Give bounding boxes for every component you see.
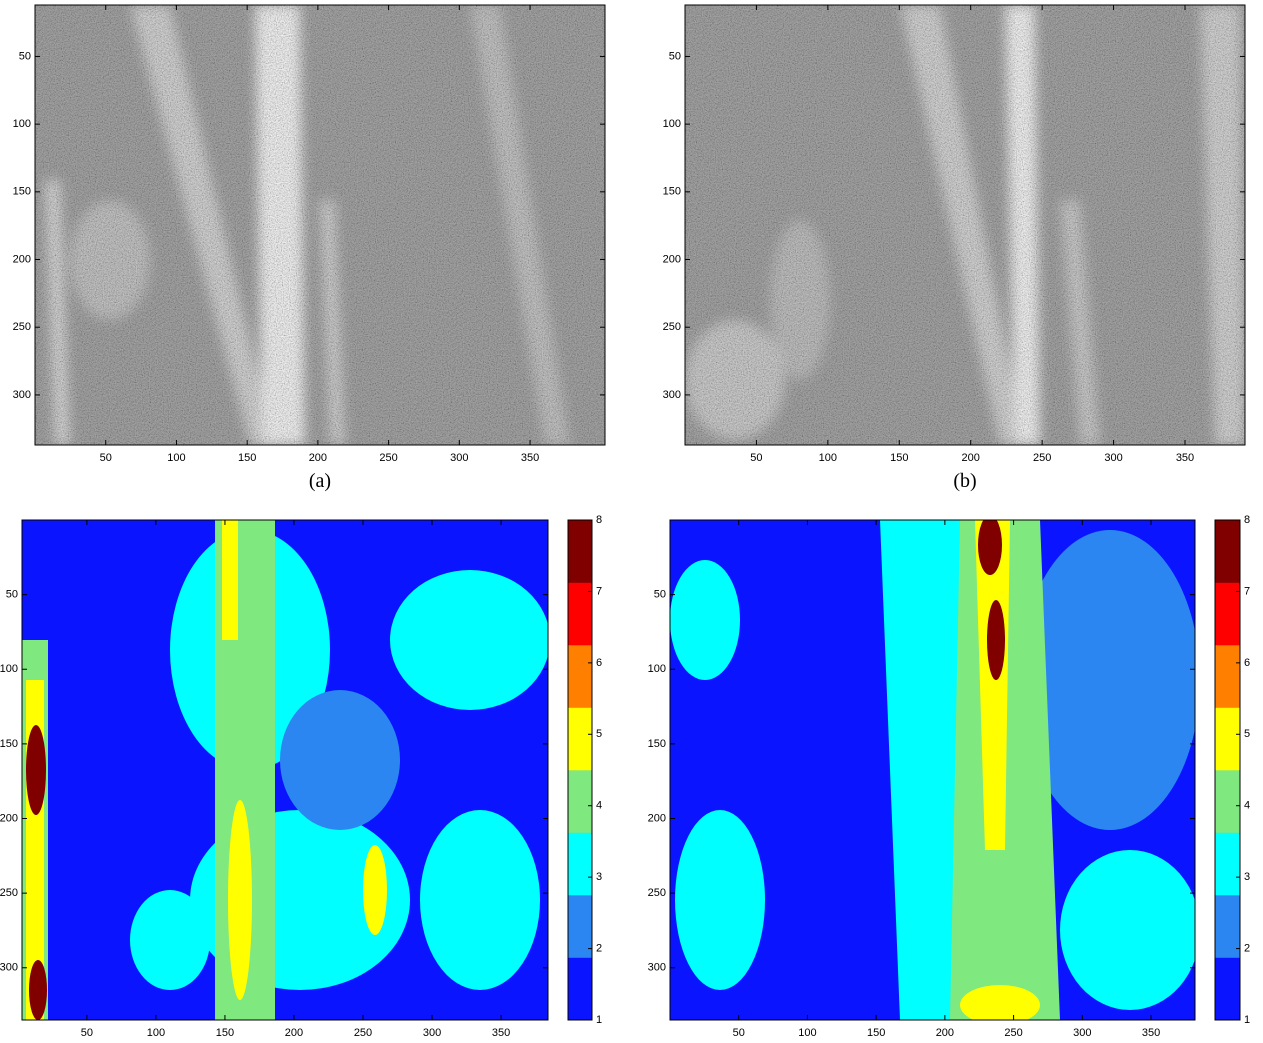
y-tick-label: 200 [0,812,18,824]
colorbar-swatch [1215,645,1240,708]
colorbar-swatch [568,707,592,771]
plot-frame [34,4,606,446]
y-tick-label: 150 [663,186,681,198]
x-tick-label: 200 [285,1027,303,1039]
y-tick-label: 200 [13,253,31,265]
y-tick-label: 100 [663,118,681,130]
colorbar-tick-label: 4 [596,800,602,812]
x-tick-label: 100 [798,1027,816,1039]
colorbar-tick-label: 4 [1244,800,1250,812]
colorbar-swatch [568,957,592,1021]
colorbar-swatch [568,520,592,583]
x-tick-label: 200 [309,452,327,464]
y-tick-label: 250 [663,321,681,333]
x-tick-label: 350 [521,452,539,464]
colorbar-frame [567,519,593,1021]
x-tick-label: 200 [936,1027,954,1039]
colorbar-swatch [1215,582,1240,646]
colorbar-tick-label: 6 [596,657,602,669]
x-tick-label: 300 [1073,1027,1091,1039]
y-tick-label: 200 [648,812,666,824]
x-tick-label: 50 [81,1027,93,1039]
y-tick-label: 150 [648,738,666,750]
panel-caption: (b) [953,470,976,492]
colorbar-swatch [1215,832,1240,896]
y-tick-label: 150 [13,186,31,198]
x-tick-label: 50 [100,452,112,464]
colorbar-swatch [1215,707,1240,771]
colorbar-tick-label: 7 [596,585,602,597]
colorbar-swatch [568,645,592,708]
x-tick-label: 100 [147,1027,165,1039]
colorbar-frame [1214,519,1241,1021]
plot-frame [684,4,1246,446]
x-tick-label: 150 [216,1027,234,1039]
colorbar-swatch [568,770,592,833]
y-tick-label: 200 [663,253,681,265]
x-tick-label: 150 [890,452,908,464]
x-tick-label: 50 [733,1027,745,1039]
image-texture [685,5,1245,445]
x-tick-label: 300 [423,1027,441,1039]
y-tick-label: 50 [6,589,18,601]
y-tick-label: 50 [654,589,666,601]
panel-caption: (a) [309,470,331,492]
colorbar-swatch [1215,895,1240,958]
colorbar-tick-label: 2 [1244,942,1250,954]
plot-frame [21,519,549,1021]
x-tick-label: 250 [379,452,397,464]
colorbar-swatch [1215,957,1240,1021]
colorbar-tick-label: 1 [1244,1014,1250,1026]
colorbar-swatch [1215,770,1240,833]
colorbar-swatch [568,895,592,958]
map-texture [22,520,548,1020]
colorbar-tick-label: 2 [596,942,602,954]
x-tick-label: 100 [819,452,837,464]
x-tick-label: 200 [962,452,980,464]
y-tick-label: 300 [0,962,18,974]
y-tick-label: 300 [663,389,681,401]
colorbar-tick-label: 3 [1244,871,1250,883]
y-tick-label: 100 [13,118,31,130]
x-tick-label: 350 [1176,452,1194,464]
x-tick-label: 50 [750,452,762,464]
colorbar-tick-label: 8 [1244,514,1250,526]
x-tick-label: 250 [1033,452,1051,464]
y-tick-label: 100 [0,663,18,675]
plot-frame [669,519,1196,1021]
y-tick-label: 250 [13,321,31,333]
x-tick-label: 350 [1142,1027,1160,1039]
map-texture [670,520,1195,1020]
colorbar-tick-label: 5 [596,728,602,740]
y-tick-label: 50 [669,50,681,62]
colorbar-swatch [568,832,592,896]
colorbar-tick-label: 1 [596,1014,602,1026]
y-tick-label: 300 [648,962,666,974]
x-tick-label: 100 [167,452,185,464]
y-tick-label: 50 [19,50,31,62]
x-tick-label: 150 [867,1027,885,1039]
colorbar-tick-label: 5 [1244,728,1250,740]
colorbar-tick-label: 7 [1244,585,1250,597]
colorbar-swatch [1215,520,1240,583]
y-tick-label: 250 [648,887,666,899]
x-tick-label: 350 [492,1027,510,1039]
x-tick-label: 150 [238,452,256,464]
colorbar-swatch [568,582,592,646]
colorbar-tick-label: 8 [596,514,602,526]
y-tick-label: 150 [0,738,18,750]
image-texture [35,5,605,445]
x-tick-label: 250 [354,1027,372,1039]
x-tick-label: 250 [1004,1027,1022,1039]
y-tick-label: 300 [13,389,31,401]
colorbar-tick-label: 3 [596,871,602,883]
y-tick-label: 250 [0,887,18,899]
x-tick-label: 300 [450,452,468,464]
y-tick-label: 100 [648,663,666,675]
colorbar-tick-label: 6 [1244,657,1250,669]
x-tick-label: 300 [1104,452,1122,464]
